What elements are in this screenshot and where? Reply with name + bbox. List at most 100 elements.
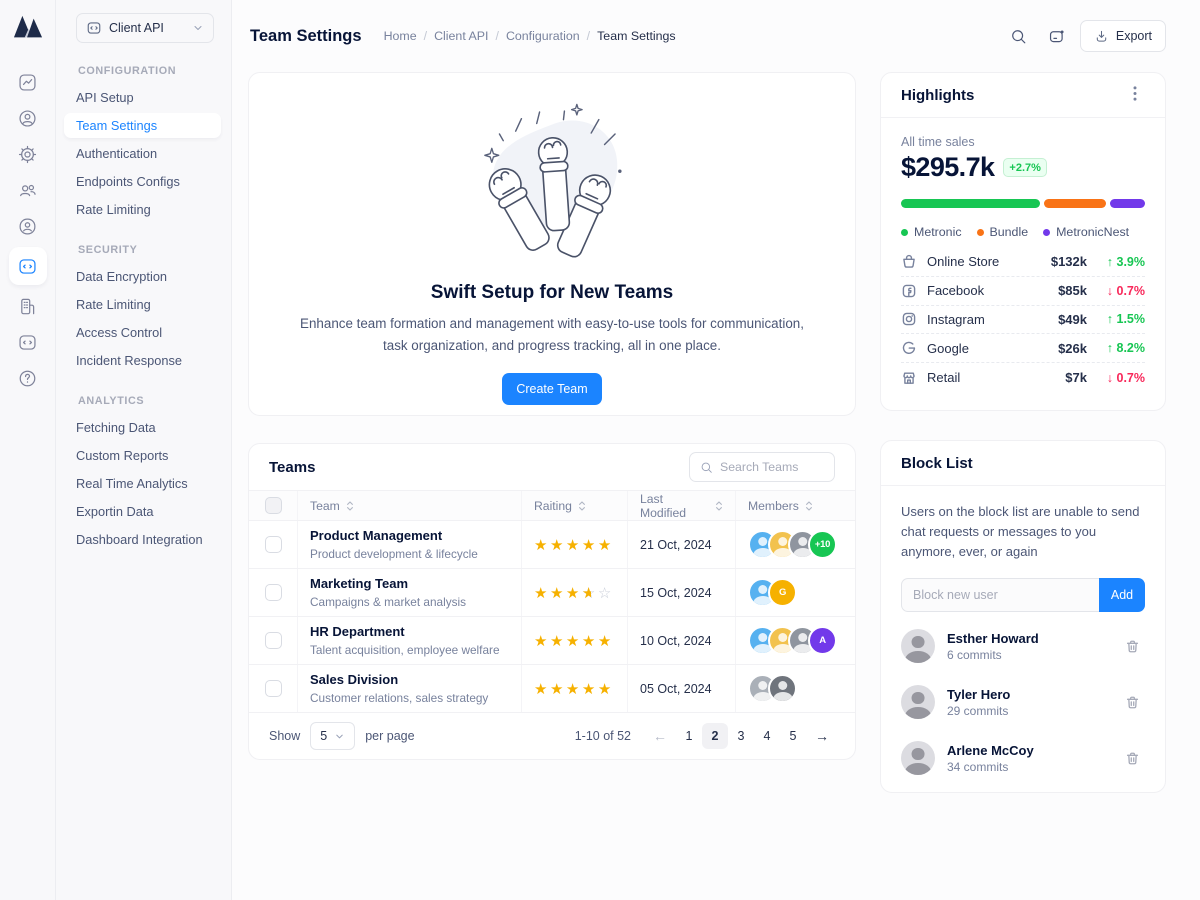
team-cell: HR Department Talent acquisition, employ… — [297, 617, 521, 664]
highlights-card-header: Highlights — [881, 73, 1165, 118]
kebab-menu-icon[interactable] — [1125, 85, 1145, 105]
rating-stars: ★★★★★ — [534, 632, 614, 650]
team-name[interactable]: Sales Division — [310, 672, 399, 688]
team-name[interactable]: Marketing Team — [310, 576, 409, 592]
highlights-title: Highlights — [901, 86, 975, 104]
sidebar-item-fetching-data[interactable]: Fetching Data — [76, 420, 156, 435]
user-commits: 34 commits — [947, 759, 1009, 774]
rail-item-5-code-window-icon[interactable] — [8, 247, 47, 285]
member-badge: A — [808, 626, 837, 655]
column-header-raiting[interactable]: Raiting — [521, 491, 627, 520]
workspace-switcher[interactable]: Client API — [76, 13, 214, 43]
team-name[interactable]: Product Management — [310, 528, 443, 544]
channel-row-online-store: Online Store $132k ↑ 3.9% — [901, 248, 1145, 277]
remove-user-button[interactable] — [1119, 689, 1145, 715]
user-info: Arlene McCoy 34 commits — [947, 743, 1034, 774]
rail-item-6-company-icon[interactable] — [9, 288, 47, 324]
sort-icon — [578, 500, 586, 512]
table-header-row: Team Raiting Last Modified Members — [249, 490, 855, 520]
user-avatar — [901, 741, 935, 776]
sales-total: $295.7k — [901, 152, 995, 182]
channel-trend: ↓ 0.7% — [1106, 370, 1145, 385]
page-button-5[interactable]: 5 — [780, 723, 806, 749]
block-user-input[interactable] — [901, 578, 1099, 613]
topbar-actions: Export — [1004, 20, 1166, 52]
breadcrumb-item-client-api[interactable]: Client API — [434, 29, 489, 43]
channel-value: $7k — [1065, 370, 1087, 386]
row-checkbox[interactable] — [264, 632, 282, 649]
members-avatars: G — [748, 578, 797, 607]
instagram-icon — [901, 311, 917, 327]
members-avatars: A — [748, 626, 837, 655]
rail-item-8-help-icon[interactable] — [9, 360, 47, 396]
sidebar-item-api-setup[interactable]: API Setup — [76, 90, 134, 105]
workspace-label: Client API — [109, 21, 164, 35]
per-page-value: 5 — [320, 729, 328, 743]
row-checkbox[interactable] — [264, 536, 282, 553]
left-column: Swift Setup for New Teams Enhance team f… — [248, 72, 856, 793]
code-window-icon — [17, 256, 38, 277]
sidebar-item-authentication[interactable]: Authentication — [76, 146, 158, 161]
breadcrumb-item-configuration[interactable]: Configuration — [505, 29, 580, 43]
rail-item-1-profile-icon[interactable] — [9, 100, 47, 136]
sidebar-item-exportin-data[interactable]: Exportin Data — [76, 504, 154, 519]
chat-button[interactable] — [1042, 21, 1072, 51]
sidebar-item-rate-limiting[interactable]: Rate Limiting — [76, 202, 151, 217]
remove-user-button[interactable] — [1119, 633, 1145, 659]
row-checkbox[interactable] — [264, 680, 282, 697]
prev-page-button[interactable]: ← — [647, 728, 673, 744]
page-button-2[interactable]: 2 — [702, 723, 728, 749]
right-column: Highlights All time sales $295.7k +2.7% — [880, 72, 1166, 794]
topbar: Team Settings Home / Client API / Configurat… — [232, 0, 1200, 62]
sidebar-item-team-settings[interactable]: Team Settings — [64, 113, 221, 138]
rail-item-4-user-badge-icon[interactable] — [9, 208, 47, 244]
channel-row-facebook: Facebook $85k ↓ 0.7% — [901, 277, 1145, 306]
column-header-team[interactable]: Team — [297, 491, 521, 520]
members-avatars: +10 — [748, 530, 837, 559]
rail-item-2-settings-gear-icon[interactable] — [9, 136, 47, 172]
sidebar-item-access-control[interactable]: Access Control — [76, 325, 163, 340]
sidebar-item-incident-response[interactable]: Incident Response — [76, 353, 182, 368]
user-commits: 6 commits — [947, 647, 1002, 662]
sidebar-item-dashboard-integration[interactable]: Dashboard Integration — [76, 532, 203, 547]
team-description: Talent acquisition, employee welfare — [310, 642, 500, 657]
select-all-checkbox[interactable] — [264, 497, 282, 514]
team-name[interactable]: HR Department — [310, 624, 405, 640]
sidebar-item-custom-reports[interactable]: Custom Reports — [76, 448, 169, 463]
per-page-select[interactable]: 5 — [310, 722, 356, 750]
sidebar-item-data-encryption[interactable]: Data Encryption — [76, 269, 168, 284]
rail-item-0-analytics-icon[interactable] — [9, 64, 47, 100]
column-header-last-modified[interactable]: Last Modified — [627, 491, 735, 520]
create-team-button[interactable]: Create Team — [502, 373, 602, 406]
legend-dot-icon — [976, 228, 984, 236]
sidebar-section-security: SECURITY — [78, 244, 138, 256]
sidebar: Client API CONFIGURATION API Setup Team Se… — [56, 0, 232, 900]
column-header-members[interactable]: Members — [735, 491, 855, 520]
page-button-1[interactable]: 1 — [676, 723, 702, 749]
sidebar-item-rate-limiting[interactable]: Rate Limiting — [76, 297, 151, 312]
rail-item-7-api-window-icon[interactable] — [9, 324, 47, 360]
row-select-cell — [249, 521, 297, 568]
sidebar-item-real-time-analytics[interactable]: Real Time Analytics — [76, 476, 188, 491]
search-button[interactable] — [1004, 21, 1034, 51]
bar-segment-metronic — [901, 199, 1041, 208]
teams-search-input[interactable] — [720, 460, 824, 474]
export-button[interactable]: Export — [1079, 20, 1166, 52]
remove-user-button[interactable] — [1119, 745, 1145, 771]
rating-cell: ★★★☆★☆ — [521, 569, 627, 616]
row-checkbox[interactable] — [264, 584, 282, 601]
page-button-4[interactable]: 4 — [754, 723, 780, 749]
user-info: Tyler Hero 29 commits — [947, 687, 1010, 718]
next-page-button[interactable]: → — [809, 728, 835, 744]
last-modified-cell: 05 Oct, 2024 — [627, 665, 735, 712]
add-block-user-button[interactable]: Add — [1099, 578, 1145, 613]
brand-logo-icon[interactable] — [13, 13, 43, 40]
rail-item-3-users-icon[interactable] — [9, 172, 47, 208]
download-icon — [1094, 29, 1109, 44]
api-window-icon — [17, 332, 38, 353]
breadcrumb-item-home[interactable]: Home — [383, 29, 417, 43]
page-button-3[interactable]: 3 — [728, 723, 754, 749]
sidebar-item-endpoints-configs[interactable]: Endpoints Configs — [76, 174, 180, 189]
rating-stars: ★★★☆★☆ — [534, 584, 614, 602]
